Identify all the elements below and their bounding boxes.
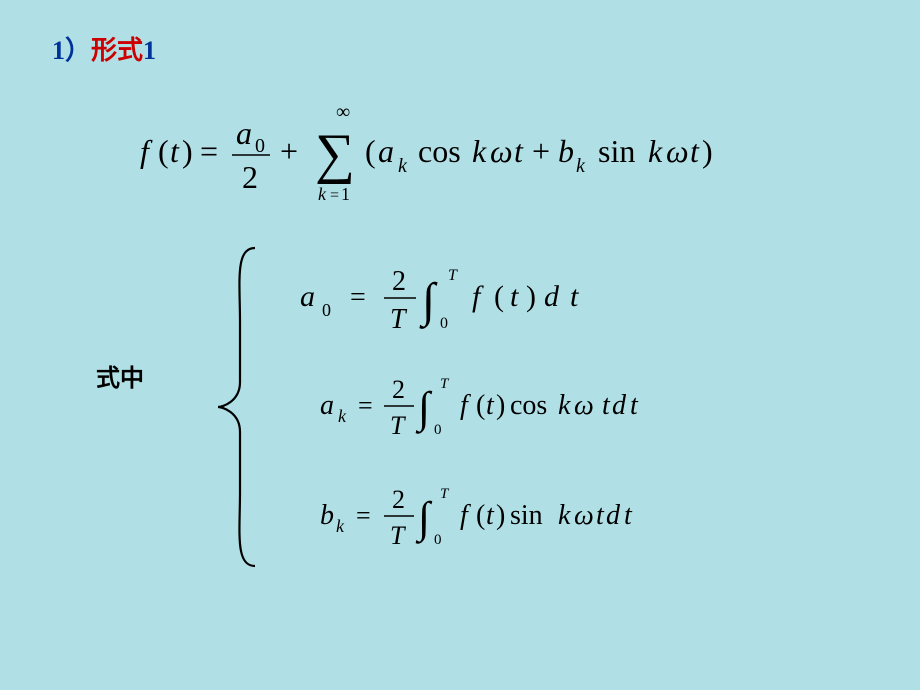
- svg-text:=: =: [200, 133, 218, 169]
- svg-text:d: d: [544, 280, 560, 313]
- svg-text:b: b: [558, 133, 574, 169]
- svg-text:f: f: [472, 280, 484, 313]
- svg-text:sin: sin: [598, 133, 635, 169]
- svg-text:k: k: [398, 155, 408, 177]
- svg-text:t: t: [630, 390, 639, 421]
- svg-text:(: (: [158, 133, 169, 169]
- svg-text:=: =: [358, 391, 373, 420]
- svg-text:+: +: [280, 133, 298, 169]
- svg-text:(: (: [494, 280, 504, 313]
- svg-text:): ): [702, 133, 713, 169]
- svg-text:d: d: [612, 390, 627, 421]
- left-brace: [210, 242, 270, 572]
- svg-text:a: a: [300, 280, 315, 313]
- svg-text:∫: ∫: [419, 274, 438, 329]
- svg-text:=: =: [350, 282, 366, 313]
- svg-text:a: a: [320, 390, 334, 421]
- svg-text:T: T: [440, 376, 450, 392]
- svg-text:t: t: [624, 500, 633, 531]
- svg-text:): ): [526, 280, 536, 313]
- svg-text:): ): [182, 133, 193, 169]
- svg-text:(: (: [476, 390, 485, 421]
- svg-text:k: k: [336, 516, 345, 536]
- section-heading: 1）形式1: [52, 30, 156, 67]
- svg-text:∫: ∫: [415, 383, 433, 434]
- svg-text:b: b: [320, 500, 334, 531]
- svg-text:∞: ∞: [336, 101, 350, 123]
- svg-text:k: k: [558, 390, 571, 421]
- svg-text:2: 2: [392, 375, 405, 404]
- svg-text:T: T: [448, 267, 458, 284]
- svg-text:∑: ∑: [315, 123, 355, 185]
- formula-fourier-series: f ( t ) = a 0 2 + ∞ ∑ k = 1 ( a: [140, 100, 800, 210]
- svg-text:0: 0: [255, 135, 265, 157]
- svg-text:t: t: [596, 500, 605, 531]
- svg-text:ω: ω: [490, 133, 513, 169]
- where-label: 式中: [96, 358, 144, 393]
- svg-text:ω: ω: [574, 500, 594, 531]
- svg-text:ω: ω: [666, 133, 689, 169]
- svg-text:k: k: [318, 184, 327, 204]
- formula-bk: b k = 2 T ∫ T 0 f ( t ) sin k ω t d: [320, 474, 680, 554]
- svg-text:ω: ω: [574, 390, 594, 421]
- heading-trail: 1: [143, 36, 156, 65]
- svg-text:0: 0: [434, 532, 442, 548]
- svg-text:t: t: [486, 390, 495, 421]
- svg-text:sin: sin: [510, 500, 543, 531]
- svg-text:0: 0: [434, 422, 442, 438]
- svg-text:∫: ∫: [415, 493, 433, 544]
- formula-a0: a 0 = 2 T ∫ T 0 f ( t ) d t: [300, 256, 640, 336]
- svg-text:=: =: [330, 187, 339, 204]
- svg-text:f: f: [460, 500, 471, 531]
- heading-prefix: 1）: [52, 36, 91, 65]
- svg-text:f: f: [460, 390, 471, 421]
- svg-text:T: T: [390, 411, 406, 440]
- svg-text:0: 0: [440, 315, 448, 332]
- svg-text:k: k: [472, 133, 487, 169]
- svg-text:a: a: [236, 115, 252, 151]
- svg-text:t: t: [602, 390, 611, 421]
- svg-text:k: k: [338, 406, 347, 426]
- svg-text:t: t: [486, 500, 495, 531]
- svg-text:2: 2: [242, 159, 258, 195]
- svg-text:(: (: [365, 133, 376, 169]
- svg-text:): ): [496, 500, 505, 531]
- svg-text:+: +: [532, 133, 550, 169]
- svg-text:0: 0: [322, 300, 331, 320]
- svg-text:cos: cos: [510, 390, 547, 421]
- svg-text:k: k: [576, 155, 586, 177]
- svg-text:t: t: [514, 133, 524, 169]
- svg-text:t: t: [690, 133, 700, 169]
- svg-text:t: t: [570, 280, 579, 313]
- svg-text:T: T: [390, 304, 408, 335]
- svg-text:a: a: [378, 133, 394, 169]
- svg-text:(: (: [476, 500, 485, 531]
- svg-text:T: T: [390, 521, 406, 550]
- heading-title: 形式: [91, 35, 143, 65]
- svg-text:t: t: [170, 133, 180, 169]
- svg-text:T: T: [440, 486, 450, 502]
- svg-text:cos: cos: [418, 133, 461, 169]
- formula-ak: a k = 2 T ∫ T 0 f ( t ) cos k ω t d: [320, 364, 680, 444]
- svg-text:2: 2: [392, 266, 406, 297]
- svg-text:f: f: [140, 133, 153, 169]
- svg-text:k: k: [558, 500, 571, 531]
- svg-text:t: t: [510, 280, 519, 313]
- svg-text:): ): [496, 390, 505, 421]
- svg-text:d: d: [606, 500, 621, 531]
- svg-text:k: k: [648, 133, 663, 169]
- svg-text:2: 2: [392, 485, 405, 514]
- svg-text:1: 1: [341, 184, 350, 204]
- svg-text:=: =: [356, 501, 371, 530]
